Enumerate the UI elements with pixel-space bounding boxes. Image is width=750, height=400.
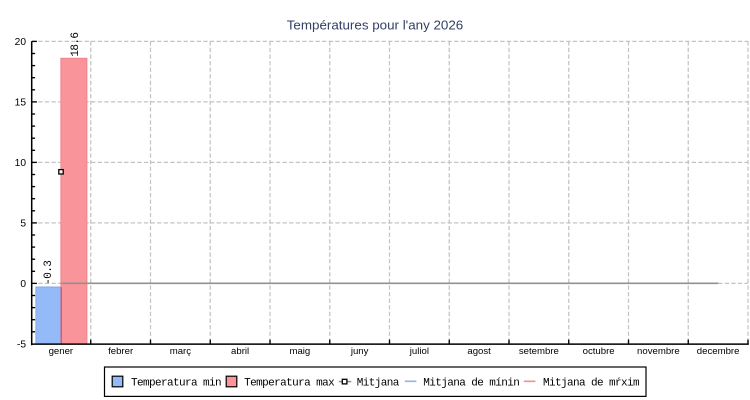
svg-text:juliol: juliol [409,346,429,357]
svg-text:octubre: octubre [583,346,615,357]
svg-text:15: 15 [15,97,27,108]
svg-text:novembre: novembre [637,346,680,357]
svg-text:Mitjana: Mitjana [357,378,400,390]
svg-text:juny: juny [350,346,369,357]
svg-text:0: 0 [20,279,26,290]
svg-text:març: març [170,346,192,357]
svg-text:agost: agost [467,346,491,357]
svg-text:5: 5 [20,218,26,229]
svg-text:20: 20 [15,37,27,48]
svg-text:gener: gener [49,346,74,357]
svg-text:setembre: setembre [519,346,559,357]
svg-text:decembre: decembre [697,346,740,357]
svg-text:Temperatura min: Temperatura min [131,378,221,390]
svg-text:10: 10 [15,158,27,169]
svg-text:Températures pour l'any 2026: Températures pour l'any 2026 [287,17,464,32]
svg-text:-5: -5 [17,339,26,350]
svg-text:maig: maig [289,346,310,357]
svg-text:18.6: 18.6 [70,33,82,57]
svg-text:Temperatura max: Temperatura max [244,378,335,390]
svg-text:-0.3: -0.3 [43,261,55,285]
svg-text:abril: abril [231,346,249,357]
svg-text:Mitjana de mŕxim: Mitjana de mŕxim [543,378,640,390]
svg-text:febrer: febrer [108,346,134,357]
svg-text:Mitjana de mínin: Mitjana de mínin [423,378,519,390]
